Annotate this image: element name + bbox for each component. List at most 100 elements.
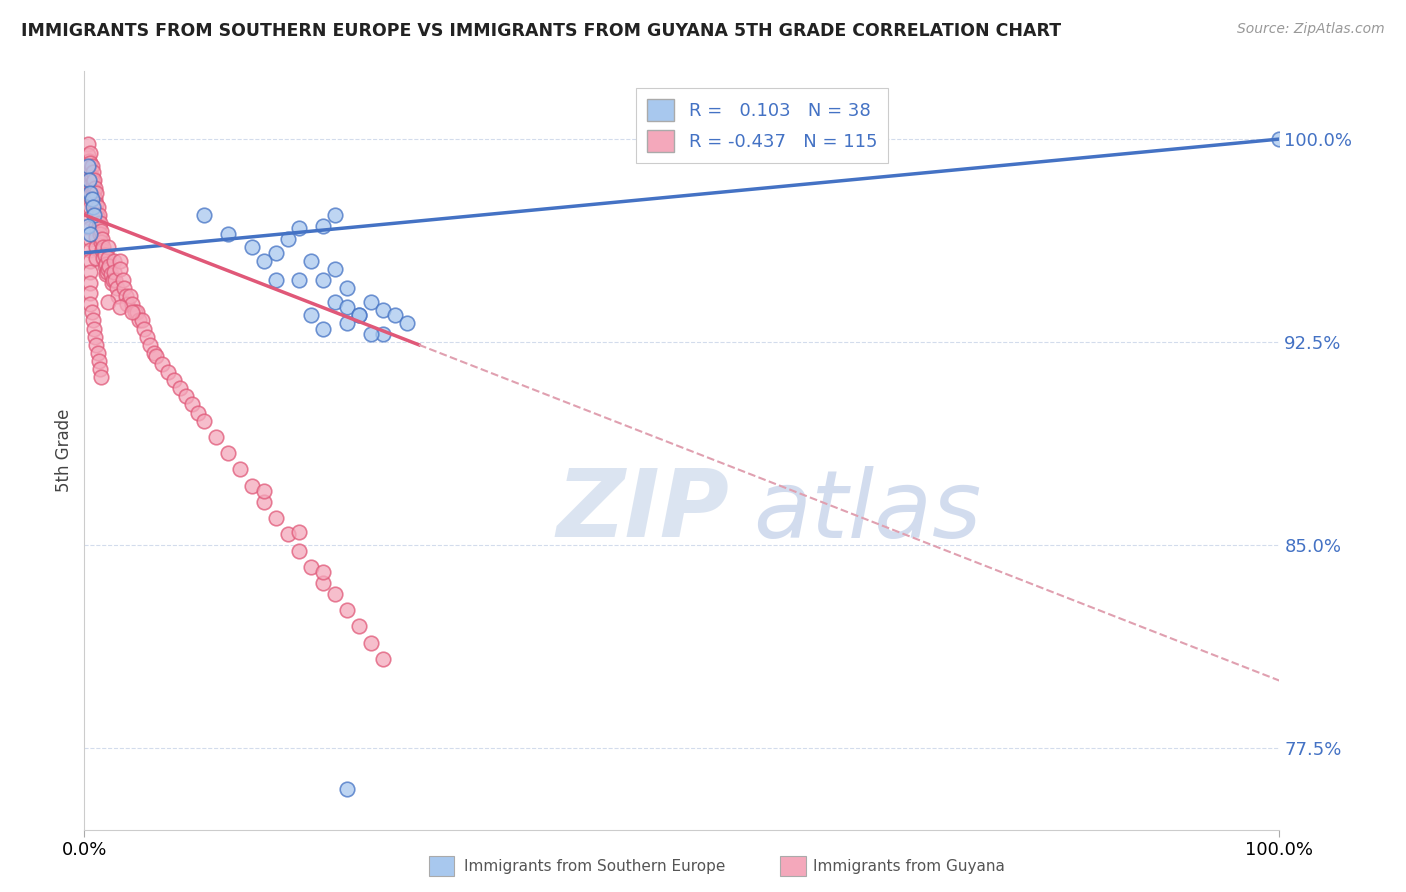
Point [169,381,191,395]
Point [360,636,382,650]
Point [93,251,115,265]
Point [360,294,382,309]
Point [101,276,124,290]
Point [288,273,311,287]
Point [121,297,143,311]
Point [79,297,101,311]
Point [132,321,156,335]
Point [240,240,263,254]
Point [181,397,204,411]
Point [193,414,215,428]
Point [103,265,125,279]
Point [91,232,114,246]
Point [79,189,101,203]
Point [79,276,101,290]
Point [349,619,371,633]
Point [82,175,104,189]
Text: Immigrants from Guyana: Immigrants from Guyana [813,859,1004,873]
Point [87,208,110,222]
Point [82,200,104,214]
Point [1268,132,1291,146]
Point [288,221,311,235]
Point [86,219,108,233]
Point [115,289,138,303]
Point [79,286,101,301]
Point [312,321,335,335]
Point [84,181,107,195]
Point [82,164,104,178]
Point [77,159,100,173]
Point [79,221,101,235]
Point [193,208,215,222]
Point [79,253,101,268]
Point [312,273,335,287]
Point [253,495,276,509]
Point [117,297,139,311]
Point [157,365,180,379]
Point [100,268,122,282]
Point [79,200,101,214]
Point [336,781,359,796]
Point [205,430,228,444]
Point [128,313,150,327]
Point [312,576,335,591]
Point [77,172,100,186]
Point [90,235,112,249]
Point [360,326,382,341]
Point [79,145,101,160]
Point [77,175,100,189]
Point [90,224,112,238]
Point [83,321,105,335]
Point [336,603,359,617]
Point [79,156,101,170]
Point [91,243,114,257]
Point [79,178,101,192]
Point [86,208,108,222]
Point [83,172,105,186]
Point [93,240,115,254]
Point [86,200,108,214]
Point [131,313,153,327]
Point [77,153,100,168]
Point [336,300,359,314]
Point [301,253,323,268]
Point [163,373,186,387]
Point [104,273,127,287]
Point [253,253,276,268]
Point [396,316,419,330]
Point [93,248,115,262]
Point [110,262,132,277]
Point [86,251,108,265]
Legend: R =   0.103   N = 38, R = -0.437   N = 115: R = 0.103 N = 38, R = -0.437 N = 115 [637,88,889,162]
Point [121,305,143,319]
Point [135,329,157,343]
Point [79,232,101,246]
Point [93,260,115,274]
Point [77,137,100,152]
Point [264,245,287,260]
Point [349,308,371,322]
Point [80,181,103,195]
Point [77,164,100,178]
Point [112,281,135,295]
Point [79,186,101,201]
Point [86,338,108,352]
Point [277,232,299,246]
Point [125,305,148,319]
Point [97,251,120,265]
Point [288,543,311,558]
Point [89,362,111,376]
Point [301,308,323,322]
Point [82,186,104,201]
Point [82,197,104,211]
Point [145,349,167,363]
Point [373,652,395,666]
Point [240,478,263,492]
Point [325,208,347,222]
Point [336,316,359,330]
Point [97,262,120,277]
Point [96,265,118,279]
Text: IMMIGRANTS FROM SOUTHERN EUROPE VS IMMIGRANTS FROM GUYANA 5TH GRADE CORRELATION : IMMIGRANTS FROM SOUTHERN EUROPE VS IMMIG… [21,22,1062,40]
Point [373,326,395,341]
Point [110,253,132,268]
